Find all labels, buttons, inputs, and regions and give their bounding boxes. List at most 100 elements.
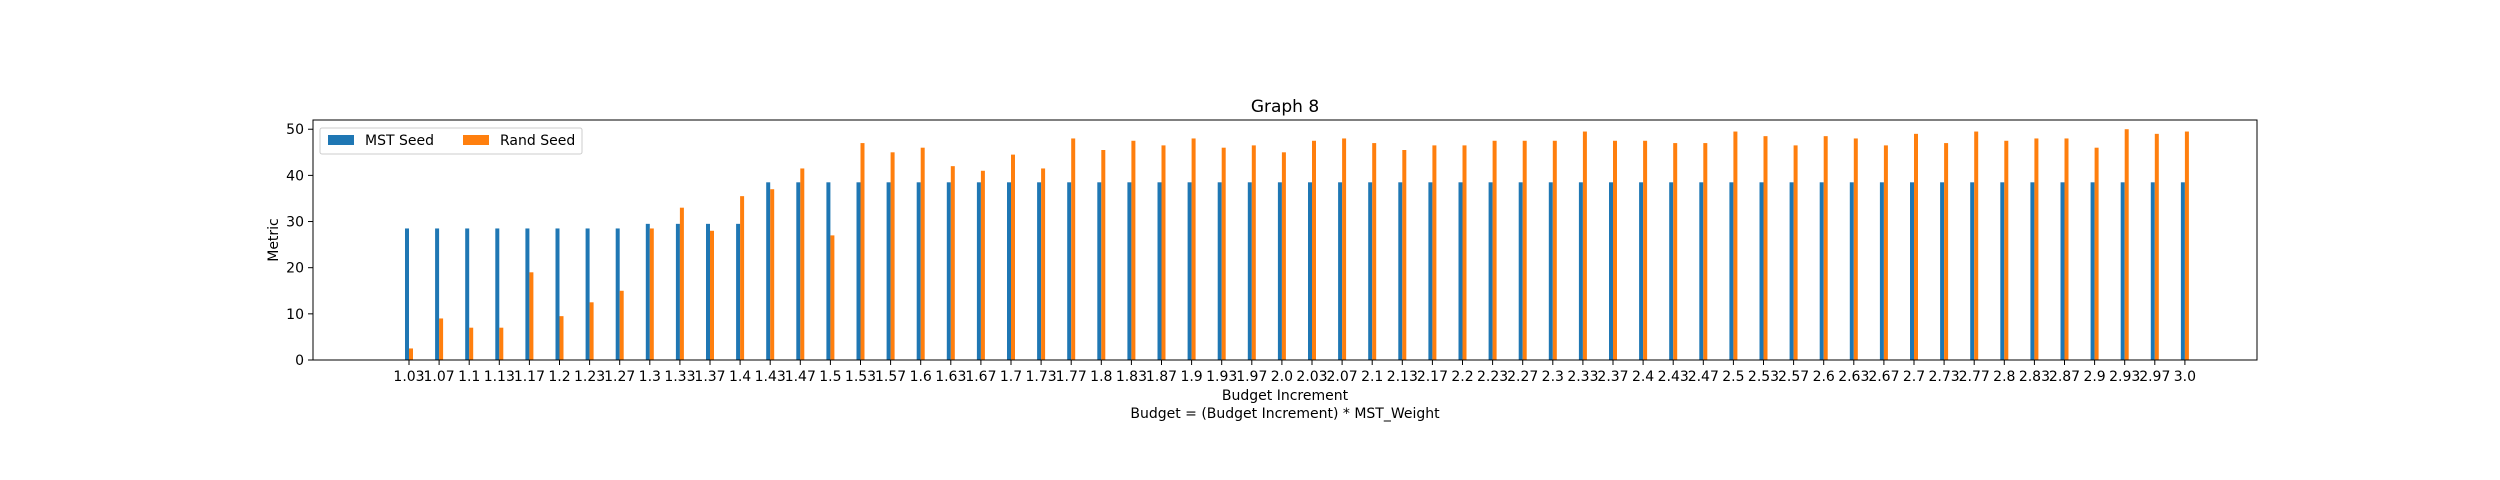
bar-rand-seed — [1522, 140, 1527, 360]
bar-rand-seed — [1372, 143, 1377, 360]
bar-mst-seed — [1338, 182, 1343, 360]
bar-mst-seed — [1819, 182, 1824, 360]
bar-rand-seed — [1944, 143, 1949, 360]
bar-mst-seed — [1669, 182, 1674, 360]
bar-rand-seed — [619, 290, 624, 360]
legend-label-rand-seed: Rand Seed — [500, 133, 575, 149]
x-tick-label: 2.57 — [1778, 369, 1809, 385]
bar-rand-seed — [1552, 140, 1557, 360]
bar-mst-seed — [435, 228, 440, 360]
x-axis: 1.031.07 1.1 1.131.17 1.2 1.231.27 1.3 1.331.3… — [393, 360, 2196, 385]
x-tick-label: 1.8 — [1090, 369, 1112, 385]
bar-rand-seed — [409, 348, 413, 360]
bar-mst-seed — [2060, 182, 2065, 360]
bar-rand-seed — [1011, 154, 1015, 360]
bar-mst-seed — [2000, 182, 2005, 360]
bar-rand-seed — [2124, 129, 2129, 360]
bar-rand-seed — [1853, 138, 1858, 360]
bar-mst-seed — [1699, 182, 1704, 360]
x-tick-label: 2.43 — [1658, 369, 1689, 385]
x-tick-label: 2.47 — [1688, 369, 1719, 385]
x-tick-label: 1.93 — [1206, 369, 1237, 385]
legend-swatch-rand-seed — [463, 135, 489, 145]
bar-rand-seed — [1582, 131, 1587, 360]
bar-rand-seed — [559, 316, 564, 360]
bar-mst-seed — [2180, 182, 2185, 360]
x-tick-label: 2.0 — [1271, 369, 1293, 385]
bar-mst-seed — [1277, 182, 1282, 360]
x-tick-label: 1.23 — [574, 369, 605, 385]
bar-mst-seed — [525, 228, 530, 360]
x-tick-label: 1.1 — [458, 369, 480, 385]
x-tick-label: 2.37 — [1597, 369, 1628, 385]
x-tick-label: 1.77 — [1056, 369, 1087, 385]
bar-mst-seed — [1910, 182, 1914, 360]
x-tick-label: 2.4 — [1632, 369, 1654, 385]
x-tick-label: 1.37 — [694, 369, 725, 385]
bar-mst-seed — [1609, 182, 1613, 360]
x-tick-label: 1.43 — [755, 369, 786, 385]
bar-rand-seed — [439, 318, 444, 360]
bar-rand-seed — [740, 196, 745, 360]
y-tick-label: 0 — [295, 353, 304, 369]
legend-label-mst-seed: MST Seed — [365, 133, 434, 149]
x-tick-label: 1.63 — [935, 369, 966, 385]
bar-mst-seed — [766, 182, 771, 360]
bar-mst-seed — [1548, 182, 1553, 360]
bar-mst-seed — [1217, 182, 1222, 360]
bar-mst-seed — [706, 223, 710, 360]
bar-mst-seed — [2150, 182, 2155, 360]
bar-mst-seed — [1488, 182, 1493, 360]
bar-rand-seed — [1071, 138, 1076, 360]
x-tick-label: 2.27 — [1507, 369, 1538, 385]
bar-mst-seed — [645, 223, 650, 360]
bar-mst-seed — [1037, 182, 1042, 360]
bar-rand-seed — [1432, 145, 1437, 360]
bar-mst-seed — [495, 228, 500, 360]
bar-mst-seed — [1127, 182, 1132, 360]
x-tick-label: 2.07 — [1327, 369, 1358, 385]
bar-rand-seed — [1191, 138, 1196, 360]
bar-rand-seed — [770, 189, 775, 360]
bar-rand-seed — [980, 170, 985, 360]
y-tick-label: 20 — [286, 261, 304, 277]
bar-rand-seed — [1673, 143, 1678, 360]
x-tick-label: 2.13 — [1387, 369, 1418, 385]
x-tick-label: 1.7 — [1000, 369, 1022, 385]
bar-rand-seed — [1161, 145, 1166, 360]
bar-mst-seed — [1940, 182, 1945, 360]
x-tick-label: 1.27 — [604, 369, 635, 385]
bar-rand-seed — [1281, 152, 1286, 360]
bar-mst-seed — [916, 182, 921, 360]
bar-rand-seed — [1462, 145, 1467, 360]
x-tick-label: 2.03 — [1296, 369, 1327, 385]
x-tick-label: 2.3 — [1542, 369, 1564, 385]
x-tick-label: 1.47 — [785, 369, 816, 385]
bar-rand-seed — [710, 230, 714, 360]
x-tick-label: 2.33 — [1567, 369, 1598, 385]
bar-rand-seed — [1793, 145, 1798, 360]
x-tick-label: 1.67 — [965, 369, 996, 385]
x-tick-label: 2.8 — [1993, 369, 2015, 385]
x-tick-label: 2.2 — [1451, 369, 1473, 385]
y-axis: 0 10 20 30 40 50 — [286, 122, 313, 369]
bar-mst-seed — [826, 182, 831, 360]
bar-mst-seed — [585, 228, 590, 360]
x-tick-label: 1.5 — [819, 369, 841, 385]
bar-mst-seed — [1849, 182, 1854, 360]
bar-mst-seed — [1458, 182, 1463, 360]
x-tick-label: 2.17 — [1417, 369, 1448, 385]
y-tick-label: 10 — [286, 307, 304, 323]
bar-rand-seed — [950, 166, 955, 360]
bar-mst-seed — [1639, 182, 1644, 360]
x-tick-label: 1.6 — [910, 369, 932, 385]
bar-rand-seed — [499, 327, 504, 360]
bar-rand-seed — [2004, 140, 2009, 360]
bar-mst-seed — [1518, 182, 1523, 360]
bar-mst-seed — [1187, 182, 1192, 360]
bar-mst-seed — [1789, 182, 1794, 360]
y-tick-label: 40 — [286, 168, 304, 184]
bar-rand-seed — [469, 327, 474, 360]
bar-mst-seed — [796, 182, 801, 360]
bar-rand-seed — [1312, 140, 1316, 360]
